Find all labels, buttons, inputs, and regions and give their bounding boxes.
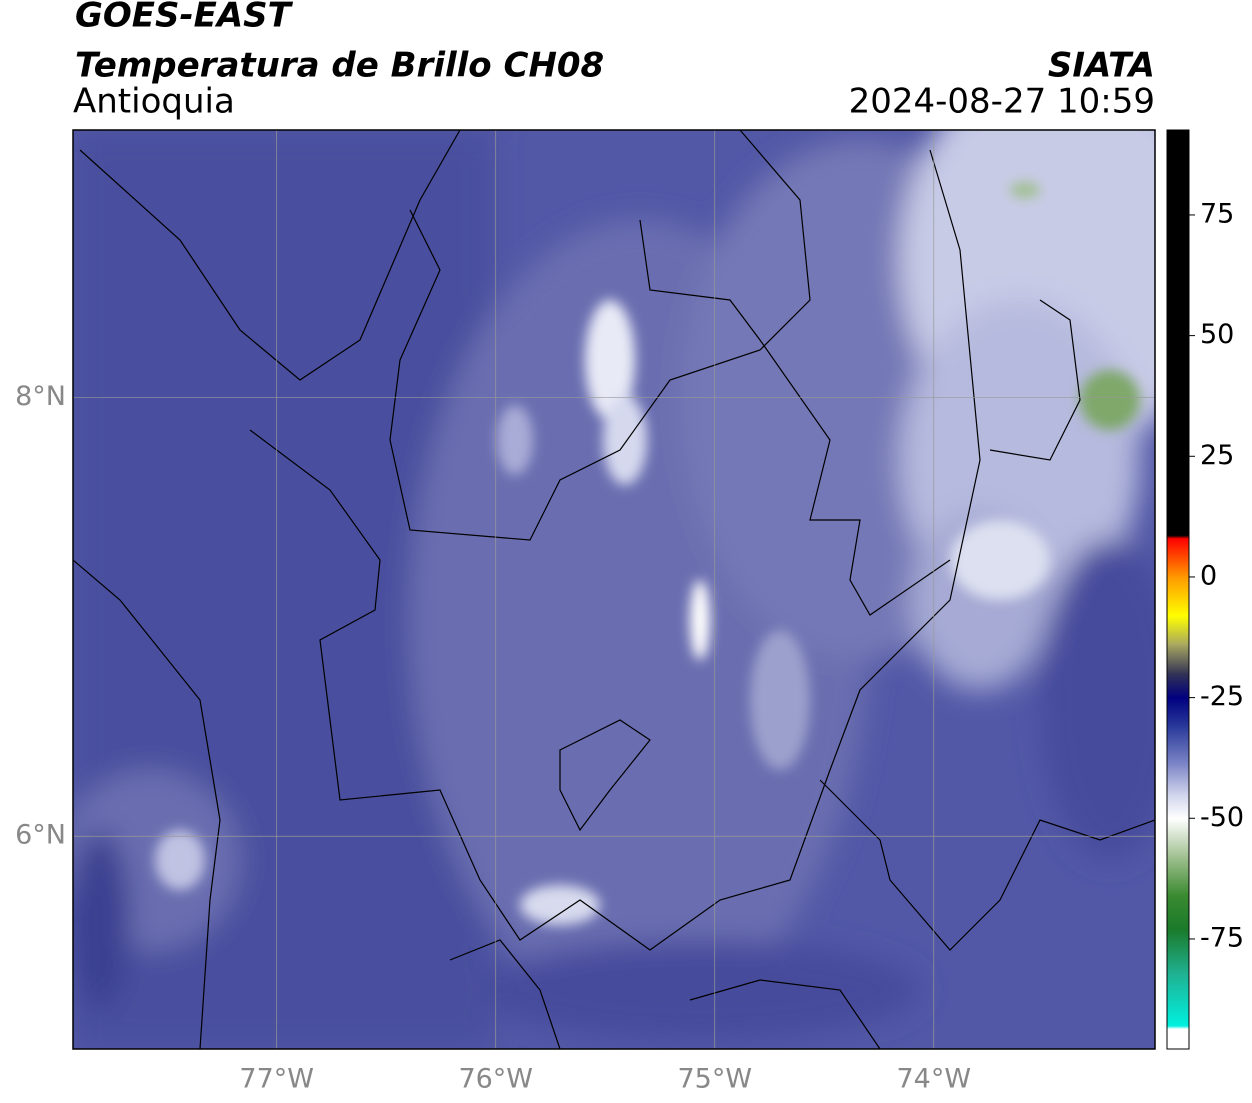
x-tick-label: 76°W bbox=[458, 1064, 533, 1095]
colorbar-tick-label: 75 bbox=[1200, 198, 1234, 229]
title: GOES-EAST bbox=[75, 0, 294, 36]
colorbar-tick-label: 25 bbox=[1200, 440, 1234, 471]
x-tick-label: 77°W bbox=[239, 1064, 314, 1095]
imagery bbox=[73, 130, 1155, 1049]
imagery-clouds bbox=[155, 182, 1140, 925]
colorbar-segment bbox=[1167, 615, 1189, 646]
source: SIATA bbox=[1048, 46, 1155, 86]
region: Antioquia bbox=[73, 82, 235, 122]
colorbar-segment bbox=[1167, 644, 1189, 674]
y-tick-label: 8°N bbox=[15, 381, 66, 412]
colorbar-segment bbox=[1167, 972, 1189, 1027]
colorbar-segment bbox=[1167, 1025, 1189, 1030]
colorbar-segment bbox=[1167, 929, 1189, 974]
colorbar-segment bbox=[1167, 535, 1189, 539]
colorbar-segment bbox=[1167, 697, 1189, 728]
colorbar-segment bbox=[1167, 818, 1189, 858]
colorbar-segment bbox=[1167, 765, 1189, 795]
colorbar-segment bbox=[1167, 856, 1189, 897]
colorbar-tick-label: -75 bbox=[1200, 922, 1244, 953]
map-frame bbox=[72, 129, 1156, 1050]
colorbar-segment bbox=[1167, 673, 1189, 699]
colorbar-tick-label: 50 bbox=[1200, 319, 1234, 350]
colorbar-segment bbox=[1167, 538, 1189, 578]
y-tick-label: 6°N bbox=[15, 820, 66, 851]
borders bbox=[73, 130, 1155, 1049]
colorbar-tick-label: -50 bbox=[1200, 802, 1244, 833]
x-tick-label: 75°W bbox=[677, 1064, 752, 1095]
subtitle: Temperatura de Brillo CH08 bbox=[75, 46, 604, 86]
grid bbox=[73, 130, 1155, 1049]
colorbar-segment bbox=[1167, 576, 1189, 617]
x-tick-label: 74°W bbox=[897, 1064, 972, 1095]
imagery-field bbox=[73, 130, 1155, 1049]
colorbar-segment bbox=[1167, 895, 1189, 930]
colorbar-segment bbox=[1167, 1028, 1189, 1050]
colorbar-segment bbox=[1167, 726, 1189, 766]
colorbar-tick-label: 0 bbox=[1200, 560, 1217, 591]
datetime: 2024-08-27 10:59 bbox=[849, 82, 1155, 122]
colorbar-segment bbox=[1167, 794, 1189, 819]
colorbar-tick-label: -25 bbox=[1200, 681, 1244, 712]
colorbar-segment bbox=[1167, 130, 1189, 536]
colorbar-frame bbox=[1166, 129, 1190, 1050]
colorbar: 75 50 25 0 -25 -50 -75 bbox=[1167, 130, 1244, 1050]
